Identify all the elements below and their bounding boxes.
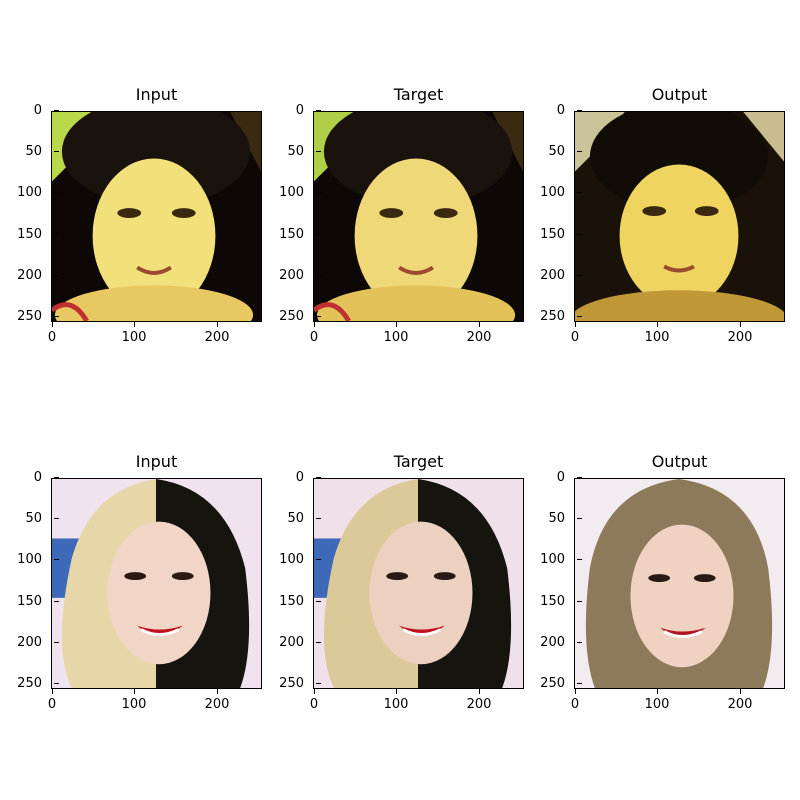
y-tick: 0 — [295, 103, 304, 118]
x-tick: 0 — [570, 330, 580, 345]
image-face-1-target — [313, 111, 524, 322]
y-tick: 150 — [17, 227, 42, 242]
x-tick: 100 — [383, 697, 409, 712]
x-tick: 200 — [466, 697, 492, 712]
image-face-2-target — [313, 478, 524, 689]
y-tick: 0 — [556, 470, 565, 485]
panel-target-2: Target 0 50 100 150 200 250 0 100 200 — [279, 452, 524, 712]
x-tick: 100 — [383, 330, 409, 345]
image-face-1-input — [51, 111, 262, 322]
x-tick: 0 — [309, 330, 319, 345]
panel-title: Output — [651, 85, 708, 104]
y-tick: 250 — [540, 309, 565, 324]
y-tick: 150 — [279, 227, 304, 242]
x-tick: 100 — [644, 697, 670, 712]
y-tick: 0 — [295, 470, 304, 485]
y-tick: 150 — [279, 594, 304, 609]
x-tick: 0 — [47, 330, 57, 345]
y-tick: 0 — [33, 103, 42, 118]
y-tick: 150 — [540, 594, 565, 609]
y-tick: 0 — [33, 470, 42, 485]
image-face-2-output — [574, 478, 785, 689]
y-tick: 100 — [540, 552, 565, 567]
panel-title: Target — [393, 85, 444, 104]
x-tick: 200 — [466, 330, 492, 345]
panel-input-2: Input 0 50 100 150 200 250 0 100 200 — [17, 452, 262, 712]
panel-title: Input — [135, 452, 178, 471]
image-face-2-input — [51, 478, 262, 689]
panel-title: Input — [135, 85, 178, 104]
x-tick: 100 — [121, 697, 147, 712]
y-tick: 100 — [17, 185, 42, 200]
y-tick: 100 — [540, 185, 565, 200]
y-tick: 50 — [287, 144, 304, 159]
y-tick: 50 — [548, 511, 565, 526]
y-tick: 200 — [540, 635, 565, 650]
x-tick: 200 — [727, 697, 753, 712]
y-tick: 250 — [17, 309, 42, 324]
x-tick: 0 — [47, 697, 57, 712]
y-tick: 0 — [556, 103, 565, 118]
y-tick: 200 — [540, 268, 565, 283]
y-tick: 100 — [279, 185, 304, 200]
x-tick: 0 — [309, 697, 319, 712]
panel-title: Output — [651, 452, 708, 471]
x-tick: 100 — [644, 330, 670, 345]
y-tick: 50 — [287, 511, 304, 526]
y-tick: 150 — [17, 594, 42, 609]
y-tick: 100 — [279, 552, 304, 567]
x-tick: 200 — [727, 330, 753, 345]
y-tick: 50 — [25, 144, 42, 159]
x-tick: 0 — [570, 697, 580, 712]
y-tick: 200 — [279, 635, 304, 650]
x-tick: 100 — [121, 330, 147, 345]
y-tick: 150 — [540, 227, 565, 242]
panel-output-1: Output 0 50 100 150 200 250 0 100 200 — [540, 85, 785, 345]
x-tick: 200 — [204, 697, 230, 712]
y-tick: 250 — [279, 676, 304, 691]
image-face-1-output — [574, 111, 785, 322]
y-tick: 50 — [548, 144, 565, 159]
panel-target-1: Target 0 50 100 150 200 250 0 100 200 — [279, 85, 524, 345]
panel-input-1: Input 0 50 100 150 200 250 0 100 200 — [17, 85, 262, 345]
x-tick: 200 — [204, 330, 230, 345]
y-tick: 200 — [279, 268, 304, 283]
y-tick: 100 — [17, 552, 42, 567]
y-tick: 250 — [279, 309, 304, 324]
panel-title: Target — [393, 452, 444, 471]
panel-output-2: Output 0 50 100 150 200 250 0 100 200 — [540, 452, 785, 712]
y-tick: 50 — [25, 511, 42, 526]
y-tick: 250 — [17, 676, 42, 691]
y-tick: 200 — [17, 635, 42, 650]
y-tick: 200 — [17, 268, 42, 283]
y-tick: 250 — [540, 676, 565, 691]
